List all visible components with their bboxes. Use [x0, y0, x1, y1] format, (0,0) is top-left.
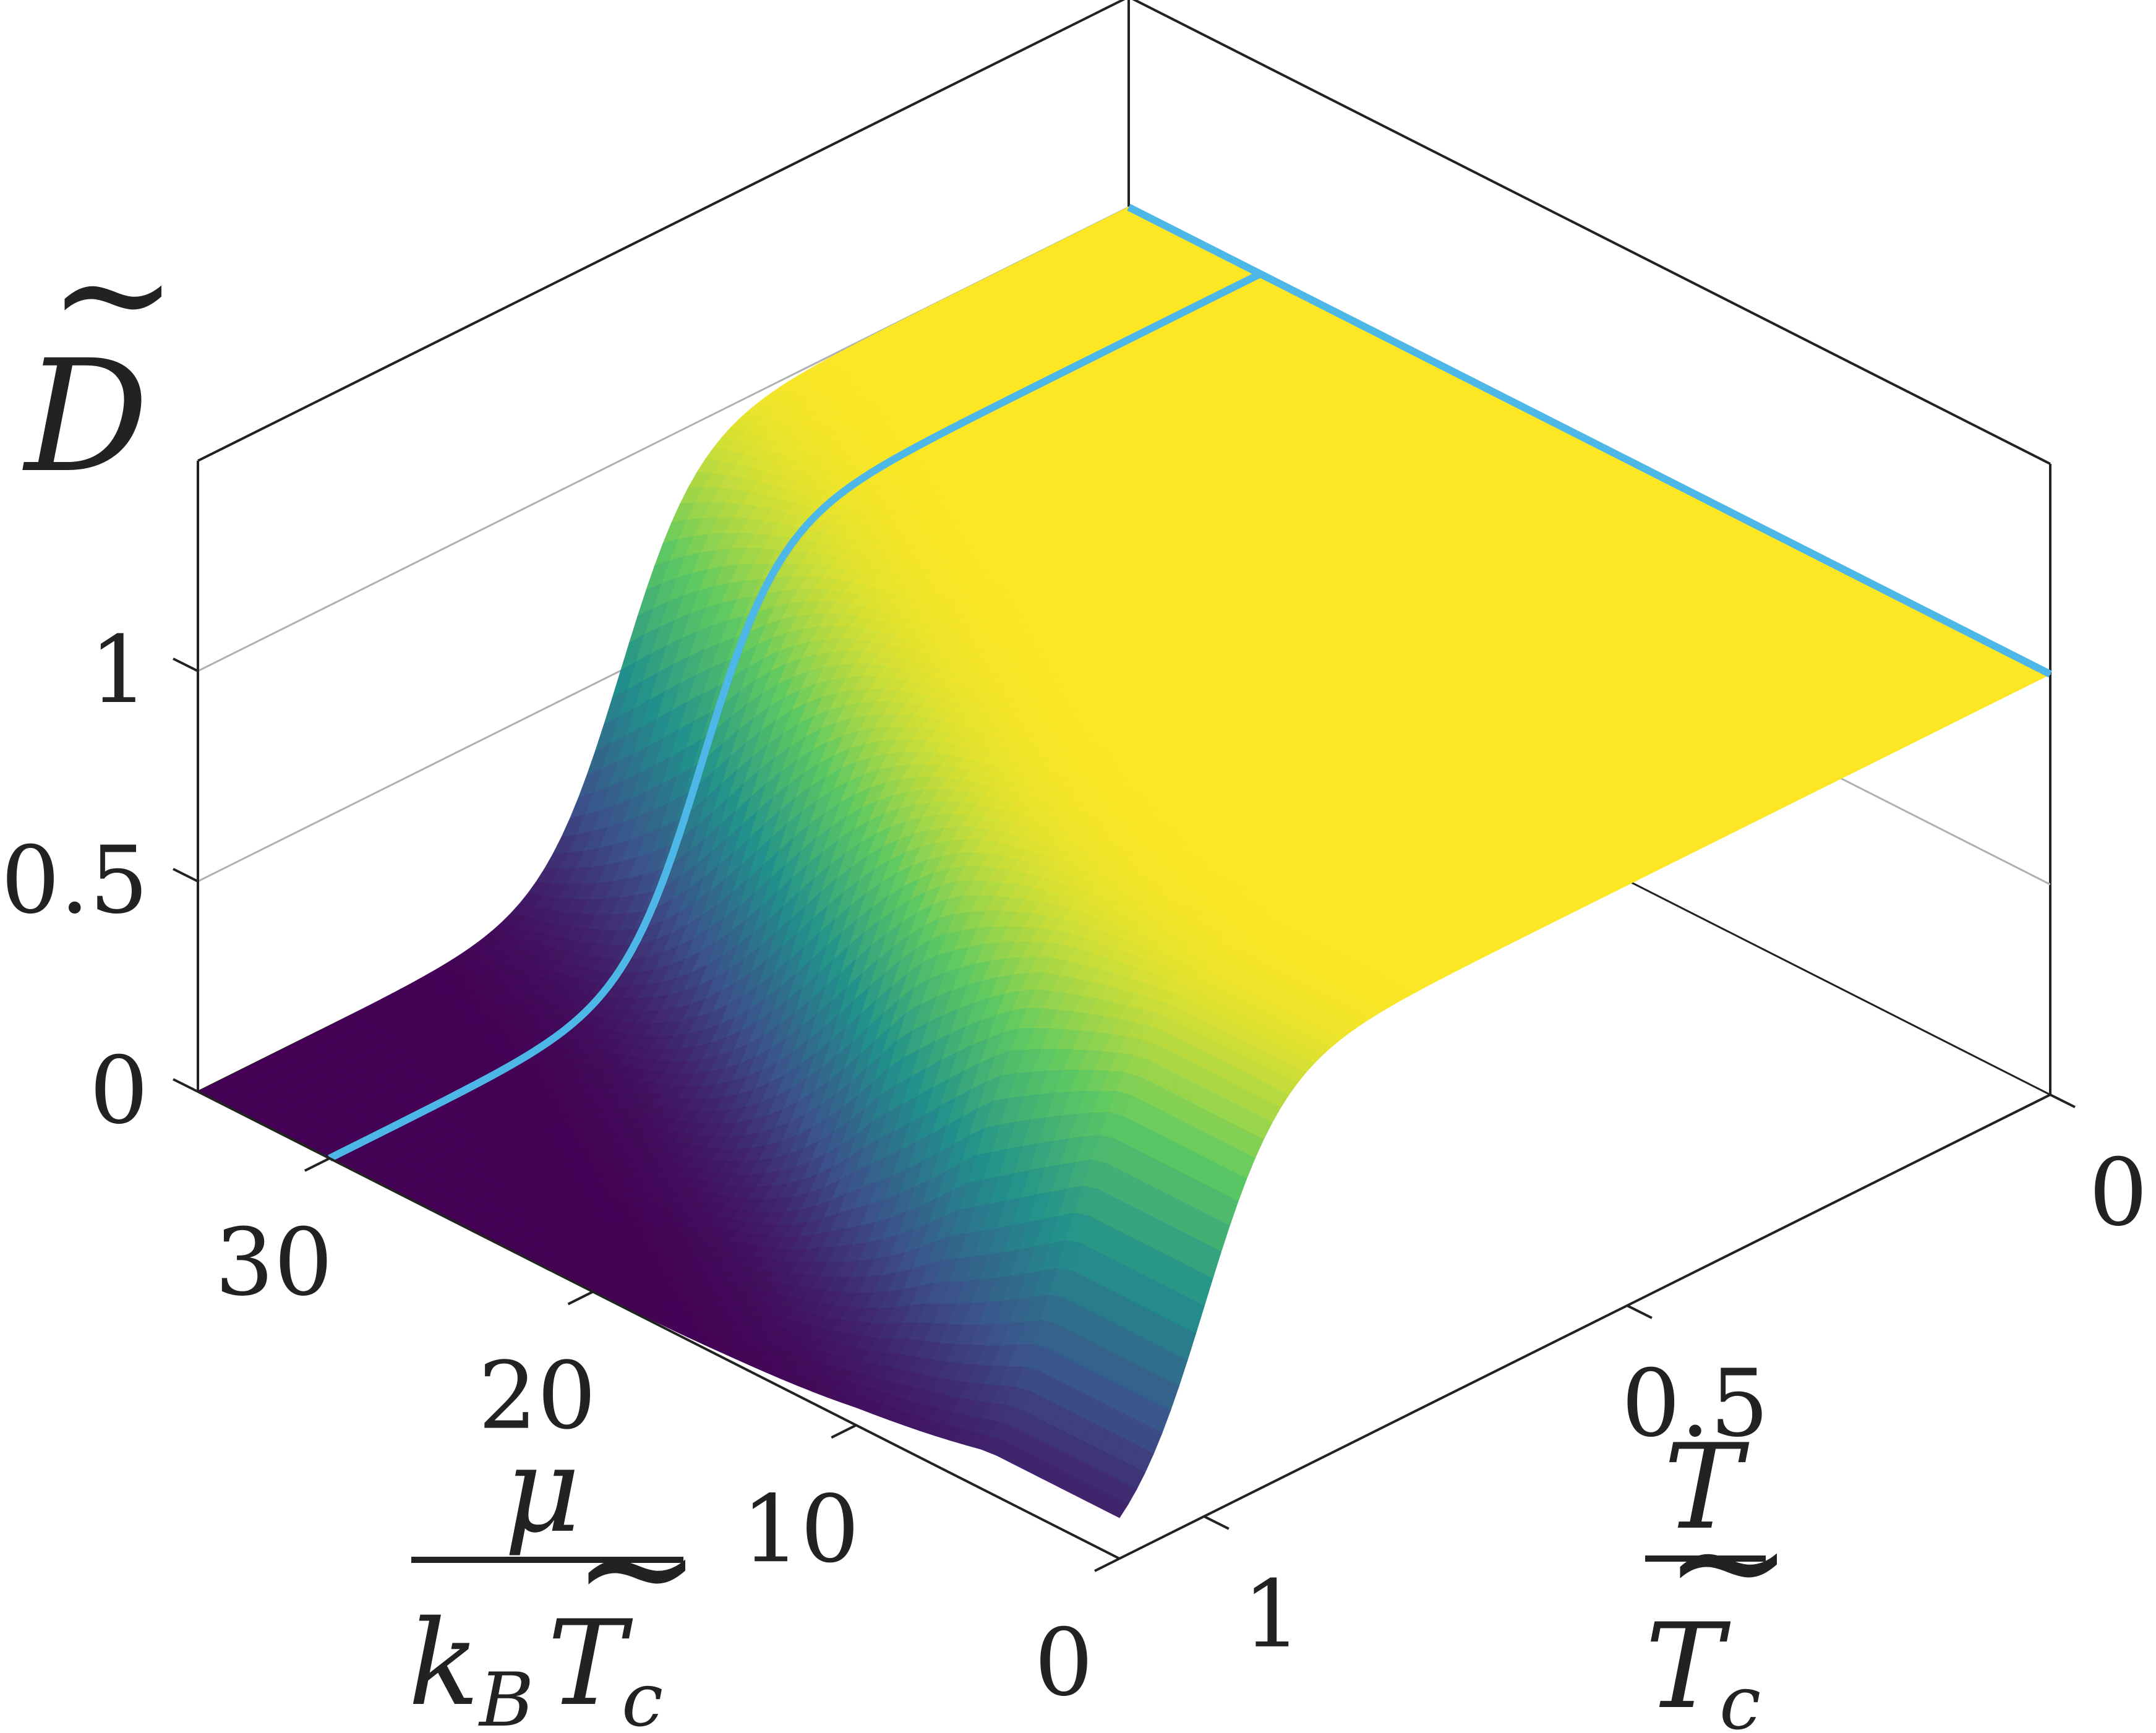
- box-edge-top-left: [197, 0, 1126, 462]
- surface-mesh: [197, 207, 2051, 1518]
- box-edge-top-right: [1132, 0, 2051, 465]
